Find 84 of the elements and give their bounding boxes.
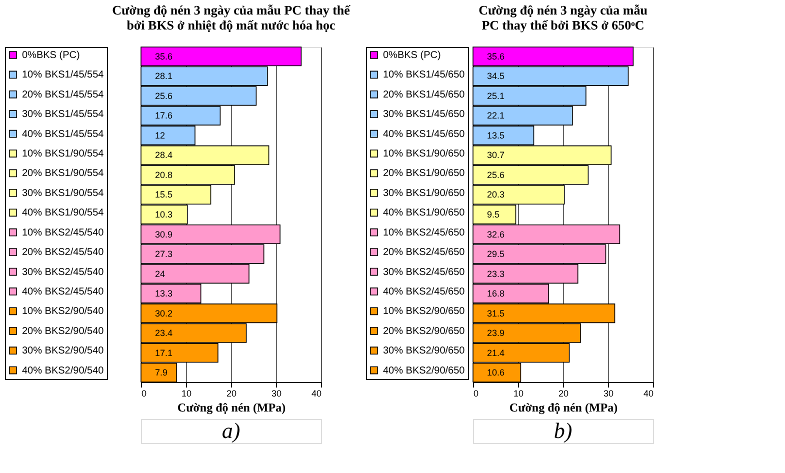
legend-label: 40% BKS1/90/650 [383, 208, 466, 219]
data-label: 23.4 [155, 328, 173, 338]
chart-title: Cường độ nén 3 ngày của mẫu PC thay thế bởi BKS ở nhiệt độ mất nước hóa học [112, 2, 352, 33]
legend-label: 30% BKS1/45/554 [22, 109, 104, 120]
legend-label: 10% BKS2/90/650 [383, 306, 466, 318]
data-label: 32.6 [487, 229, 505, 240]
legend-label: 40% BKS1/45/650 [383, 128, 466, 140]
data-label: 27.3 [155, 249, 173, 260]
chart-title: Cường độ nén 3 ngày của mẫu PC thay thế bởi BKS ở 650ᵒC [478, 2, 648, 33]
legend-label: 40% BKS1/45/554 [22, 128, 104, 140]
data-label: 25.6 [155, 90, 173, 101]
legend-label: 20% BKS2/45/650 [383, 247, 466, 258]
data-label: 31.5 [487, 308, 505, 318]
data-label: 20.8 [155, 170, 173, 180]
data-label: 30.7 [487, 150, 505, 160]
data-label: 21.4 [487, 348, 505, 358]
data-label: 12 [155, 130, 166, 140]
data-label: 7.9 [155, 368, 168, 378]
legend-label: 10% BKS2/45/650 [383, 227, 466, 238]
legend-label: 30% BKS2/45/540 [22, 266, 104, 278]
legend-label: 30% BKS2/90/650 [383, 346, 466, 357]
x-tick-label: 0 [142, 388, 147, 398]
legend-label: 30% BKS1/45/650 [383, 109, 466, 120]
data-label: 20.3 [487, 190, 505, 200]
legend-label: 30% BKS1/90/554 [22, 188, 104, 199]
legend-label: 40% BKS1/90/554 [22, 208, 104, 219]
legend-label: 0%BKS (PC) [383, 50, 441, 61]
legend-label: 20% BKS2/90/650 [383, 326, 466, 337]
legend-label: 10% BKS1/45/554 [22, 70, 104, 81]
data-label: 28.4 [155, 150, 173, 160]
x-tick-label: 20 [226, 388, 237, 398]
data-label: 35.6 [155, 51, 173, 62]
x-tick-label: 30 [603, 388, 614, 398]
data-label: 23.3 [487, 268, 505, 279]
data-label: 25.6 [487, 170, 505, 180]
legend-label: 40% BKS2/45/650 [383, 286, 466, 298]
x-tick-label: 10 [513, 388, 524, 398]
legend-label: 20% BKS1/45/554 [22, 89, 104, 100]
data-label: 30.2 [155, 308, 173, 318]
legend-label: 10% BKS1/90/650 [383, 148, 466, 160]
data-label: 25.1 [487, 90, 505, 101]
legend-label: 10% BKS2/90/540 [22, 306, 104, 318]
data-label: 29.5 [487, 249, 505, 260]
data-label: 9.5 [487, 210, 500, 220]
x-tick-label: 0 [474, 388, 479, 398]
x-axis-title: Cường độ nén (MPa) [509, 400, 618, 414]
data-label: 34.5 [487, 71, 505, 82]
legend-label: 10% BKS1/90/554 [22, 148, 104, 160]
legend-label: 20% BKS1/90/650 [383, 168, 466, 180]
data-label: 13.3 [155, 288, 173, 299]
legend-label: 0%BKS (PC) [22, 50, 80, 61]
x-tick-label: 20 [558, 388, 569, 398]
x-axis-title: Cường độ nén (MPa) [177, 400, 286, 414]
legend-label: 20% BKS2/90/540 [22, 326, 104, 337]
data-label: 23.9 [487, 328, 505, 338]
legend-label: 20% BKS1/90/554 [22, 168, 104, 180]
legend-label: 30% BKS2/45/650 [383, 266, 466, 278]
x-tick-label: 30 [271, 388, 282, 398]
data-label: 35.6 [487, 51, 505, 62]
data-label: 17.1 [155, 348, 173, 358]
data-label: 10.3 [155, 210, 173, 220]
data-label: 13.5 [487, 130, 505, 140]
data-label: 22.1 [487, 110, 505, 121]
legend-label: 20% BKS2/45/540 [22, 247, 104, 258]
data-label: 15.5 [155, 190, 173, 200]
data-label: 24 [155, 268, 166, 279]
legend-label: 10% BKS1/45/650 [383, 70, 466, 81]
x-tick-label: 10 [181, 388, 192, 398]
data-label: 17.6 [155, 110, 173, 121]
text: b) [554, 418, 572, 443]
data-label: 10.6 [487, 368, 505, 378]
data-label: 28.1 [155, 71, 173, 82]
legend-label: 20% BKS1/45/650 [383, 89, 466, 100]
data-label: 16.8 [487, 288, 505, 299]
legend-label: 40% BKS2/90/650 [383, 365, 466, 376]
legend-label: 10% BKS2/45/540 [22, 227, 104, 238]
x-tick-label: 40 [643, 388, 654, 398]
legend-label: 40% BKS2/90/540 [22, 365, 104, 376]
legend-label: 30% BKS2/90/540 [22, 346, 104, 357]
text: a) [222, 418, 240, 443]
legend-label: 40% BKS2/45/540 [22, 286, 104, 298]
data-label: 30.9 [155, 229, 173, 240]
legend-label: 30% BKS1/90/650 [383, 188, 466, 199]
x-tick-label: 40 [311, 388, 322, 398]
